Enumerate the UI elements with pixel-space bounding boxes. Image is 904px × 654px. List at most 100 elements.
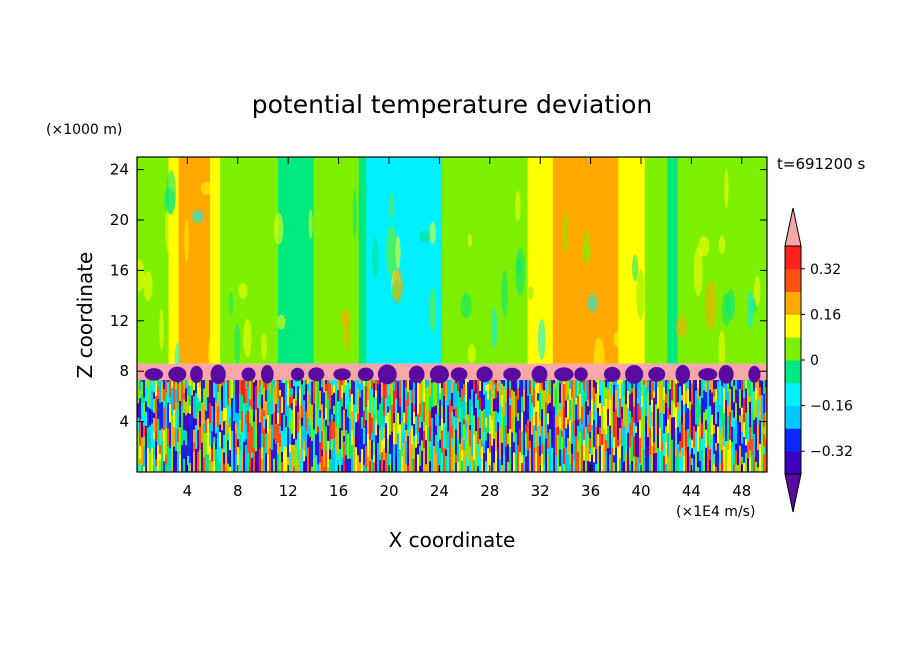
boundary-streak xyxy=(325,380,328,385)
boundary-streak xyxy=(415,415,418,426)
boundary-streak xyxy=(137,444,140,464)
boundary-streak xyxy=(237,426,240,440)
boundary-streak xyxy=(413,458,416,472)
boundary-streak xyxy=(697,426,700,434)
boundary-streak xyxy=(561,410,564,431)
boundary-streak xyxy=(527,449,530,472)
boundary-streak xyxy=(595,381,598,394)
boundary-streak xyxy=(703,451,706,472)
boundary-streak xyxy=(233,420,236,432)
boundary-streak xyxy=(289,443,292,453)
boundary-streak xyxy=(477,384,480,401)
boundary-streak xyxy=(655,423,658,436)
boundary-streak xyxy=(495,431,498,444)
boundary-streak xyxy=(633,455,636,472)
boundary-streak xyxy=(635,380,638,389)
boundary-streak xyxy=(685,440,688,451)
boundary-streak xyxy=(283,382,286,398)
boundary-streak xyxy=(573,420,576,436)
boundary-streak xyxy=(711,414,714,435)
boundary-streak xyxy=(575,380,578,399)
boundary-streak xyxy=(259,380,262,387)
boundary-streak xyxy=(659,450,662,472)
boundary-streak xyxy=(539,392,542,420)
boundary-streak xyxy=(407,386,410,393)
boundary-streak xyxy=(233,384,236,394)
boundary-streak xyxy=(661,428,664,443)
boundary-streak xyxy=(433,431,436,446)
boundary-streak xyxy=(755,380,758,389)
boundary-streak xyxy=(545,401,548,415)
boundary-streak xyxy=(429,396,432,412)
upper-blob xyxy=(395,235,401,269)
boundary-streak xyxy=(181,382,184,406)
boundary-streak xyxy=(397,432,400,450)
boundary-streak xyxy=(463,423,466,440)
boundary-streak xyxy=(569,441,572,465)
boundary-streak xyxy=(139,464,142,472)
boundary-streak xyxy=(487,415,490,433)
boundary-streak xyxy=(751,387,754,412)
boundary-streak xyxy=(553,452,556,472)
boundary-streak xyxy=(567,454,570,472)
boundary-streak xyxy=(293,420,296,439)
boundary-streak xyxy=(307,383,310,392)
colorbar-tick-label: −0.32 xyxy=(810,444,853,460)
boundary-streak xyxy=(291,394,294,404)
boundary-streak xyxy=(387,450,390,472)
boundary-streak xyxy=(205,419,208,433)
boundary-streak xyxy=(265,380,268,391)
boundary-streak xyxy=(155,395,158,421)
boundary-streak xyxy=(253,380,256,383)
boundary-streak xyxy=(681,394,684,401)
boundary-streak xyxy=(417,443,420,455)
boundary-streak xyxy=(731,409,734,417)
boundary-streak xyxy=(399,448,402,472)
boundary-streak xyxy=(261,380,264,395)
boundary-streak xyxy=(523,389,526,412)
boundary-streak xyxy=(675,427,678,450)
boundary-streak xyxy=(723,387,726,414)
boundary-streak xyxy=(413,381,416,405)
boundary-streak xyxy=(475,380,478,394)
boundary-streak xyxy=(481,439,484,447)
boundary-streak xyxy=(555,387,558,409)
inversion-cap xyxy=(476,366,493,383)
boundary-streak xyxy=(159,459,162,472)
boundary-streak xyxy=(753,390,756,402)
boundary-streak xyxy=(711,458,714,472)
boundary-streak xyxy=(603,428,606,448)
upper-blob xyxy=(337,300,342,328)
boundary-streak xyxy=(213,460,216,472)
boundary-streak xyxy=(735,389,738,404)
boundary-streak xyxy=(475,465,478,472)
boundary-streak xyxy=(491,381,494,402)
boundary-streak xyxy=(701,397,704,404)
boundary-streak xyxy=(679,451,682,459)
boundary-streak xyxy=(439,399,442,426)
boundary-streak xyxy=(731,441,734,448)
boundary-streak xyxy=(463,383,466,396)
boundary-streak xyxy=(559,382,562,403)
boundary-streak xyxy=(429,380,432,397)
boundary-streak xyxy=(663,386,666,400)
boundary-streak xyxy=(593,387,596,404)
boundary-streak xyxy=(451,445,454,463)
boundary-streak xyxy=(709,405,712,420)
colorbar-segment xyxy=(785,268,801,292)
boundary-streak xyxy=(765,438,767,453)
boundary-streak xyxy=(281,461,284,472)
upper-blob xyxy=(587,294,598,313)
boundary-streak xyxy=(199,380,202,388)
boundary-streak xyxy=(731,385,734,410)
boundary-streak xyxy=(313,403,316,430)
boundary-streak xyxy=(243,441,246,459)
upper-blob xyxy=(724,168,729,210)
boundary-streak xyxy=(601,380,604,382)
inversion-cap xyxy=(333,368,351,381)
upper-blob xyxy=(192,209,204,224)
boundary-streak xyxy=(539,435,542,457)
inversion-cap xyxy=(190,365,203,384)
boundary-streak xyxy=(579,431,582,448)
upper-blob xyxy=(284,241,294,286)
